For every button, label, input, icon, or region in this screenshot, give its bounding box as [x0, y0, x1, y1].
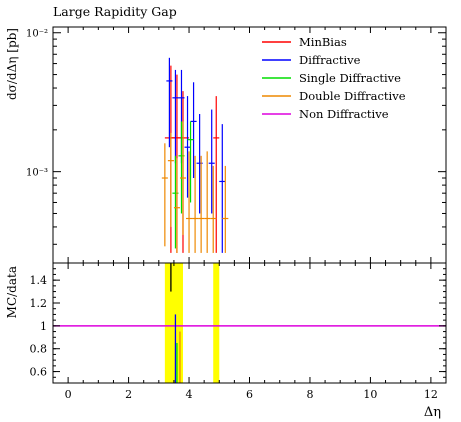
legend-label: MinBias — [299, 35, 347, 49]
axes: 0 2 4 6 8 10 12 10⁻² 10⁻³ 0.6 0.8 1 1.2 1.4 — [26, 27, 447, 401]
x-tick-label: 12 — [424, 388, 438, 401]
ratio-points — [170, 263, 181, 383]
legend: MinBias Diffractive Single Diffractive Doub… — [262, 35, 406, 121]
uncertainty-bands — [164, 263, 220, 383]
ratio-tick-label: 0.6 — [30, 366, 48, 379]
x-tick-label: 6 — [246, 388, 253, 401]
x-tick-label: 4 — [186, 388, 193, 401]
x-tick-label: 0 — [65, 388, 72, 401]
x-tick-label: 8 — [306, 388, 313, 401]
ratio-panel-frame — [52, 262, 447, 384]
ratio-tick-label: 1.2 — [30, 297, 48, 310]
y-axis-label-bottom: MC/data — [5, 266, 19, 318]
x-axis-label: Δη — [424, 405, 441, 420]
legend-label: Non Diffractive — [299, 107, 389, 121]
ratio-tick-label: 0.8 — [30, 343, 48, 356]
ratio-tick-label: 1.4 — [30, 274, 48, 287]
y-axis-label-top: dσ/dΔη [pb] — [5, 28, 19, 100]
uncertainty-band — [213, 263, 220, 383]
legend-label: Double Diffractive — [299, 89, 406, 103]
x-tick-label: 10 — [363, 388, 377, 401]
ratio-tick-label: 1 — [40, 320, 47, 333]
chart-title: Large Rapidity Gap — [53, 4, 177, 19]
top-panel-frame — [52, 26, 447, 264]
y-tick-label: 10⁻³ — [26, 168, 48, 179]
data-series — [161, 57, 229, 253]
y-tick-label: 10⁻² — [26, 29, 48, 40]
uncertainty-band — [164, 263, 183, 383]
legend-label: Diffractive — [299, 53, 361, 67]
x-tick-label: 2 — [125, 388, 132, 401]
legend-label: Single Diffractive — [299, 71, 401, 85]
